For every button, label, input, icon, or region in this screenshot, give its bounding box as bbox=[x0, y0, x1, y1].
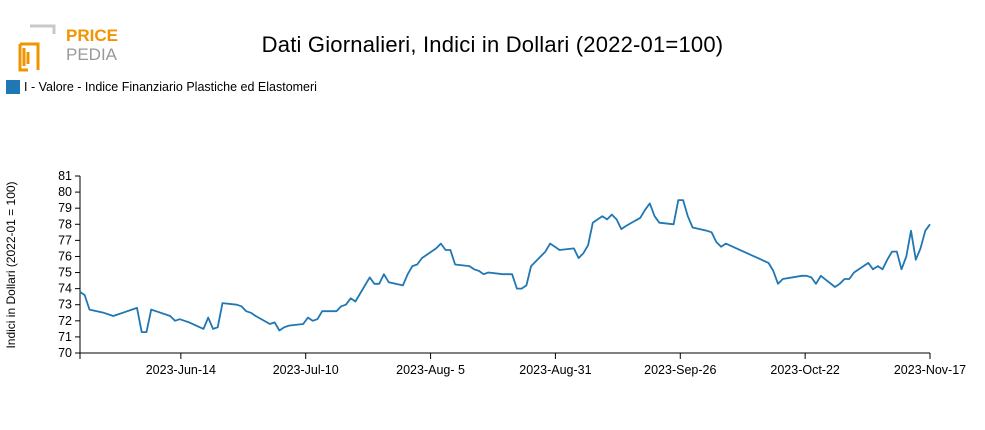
y-tick-label: 71 bbox=[58, 330, 72, 344]
y-tick-label: 79 bbox=[58, 201, 72, 215]
y-tick-label: 72 bbox=[58, 314, 72, 328]
x-tick-label: 2023-Sep-26 bbox=[644, 363, 716, 377]
legend: I - Valore - Indice Finanziario Plastich… bbox=[6, 80, 317, 94]
legend-label: I - Valore - Indice Finanziario Plastich… bbox=[24, 80, 317, 94]
y-tick-label: 70 bbox=[58, 346, 72, 360]
x-tick-label: 2023-Aug-31 bbox=[519, 363, 591, 377]
series-line bbox=[79, 199, 931, 333]
y-axis: 70 71 72 73 74 75 76 77 78 79 80 81 bbox=[58, 169, 81, 360]
x-axis: 2023-Jun-14 2023-Jul-10 2023-Aug- 5 2023-Au… bbox=[80, 352, 966, 377]
chart-title: Dati Giornalieri, Indici in Dollari (202… bbox=[261, 32, 724, 57]
logo-text-price: PRICE bbox=[66, 26, 118, 45]
y-tick-label: 81 bbox=[58, 169, 72, 183]
legend-swatch bbox=[6, 80, 20, 94]
pricepedia-logo-mark: PRICE PEDIA bbox=[18, 24, 118, 72]
series-layer bbox=[79, 199, 931, 333]
y-tick-label: 75 bbox=[58, 266, 72, 280]
x-tick-label: 2023-Jul-10 bbox=[273, 363, 339, 377]
logo-text-pedia: PEDIA bbox=[66, 45, 118, 64]
x-tick-label: 2023-Aug- 5 bbox=[396, 363, 465, 377]
y-tick-label: 77 bbox=[58, 233, 72, 247]
logo-corner-icon bbox=[18, 24, 56, 72]
x-tick-label: 2023-Jun-14 bbox=[146, 363, 216, 377]
y-axis-label: Indici in Dollari (2022-01 = 100) bbox=[4, 181, 18, 348]
pricepedia-logo: PRICE PEDIA bbox=[18, 24, 128, 74]
x-tick-label: 2023-Oct-22 bbox=[770, 363, 840, 377]
x-tick-label: 2023-Nov-17 bbox=[894, 363, 966, 377]
y-tick-label: 74 bbox=[58, 282, 72, 296]
y-tick-label: 80 bbox=[58, 185, 72, 199]
y-tick-label: 78 bbox=[58, 217, 72, 231]
y-tick-label: 76 bbox=[58, 249, 72, 263]
y-tick-label: 73 bbox=[58, 298, 72, 312]
